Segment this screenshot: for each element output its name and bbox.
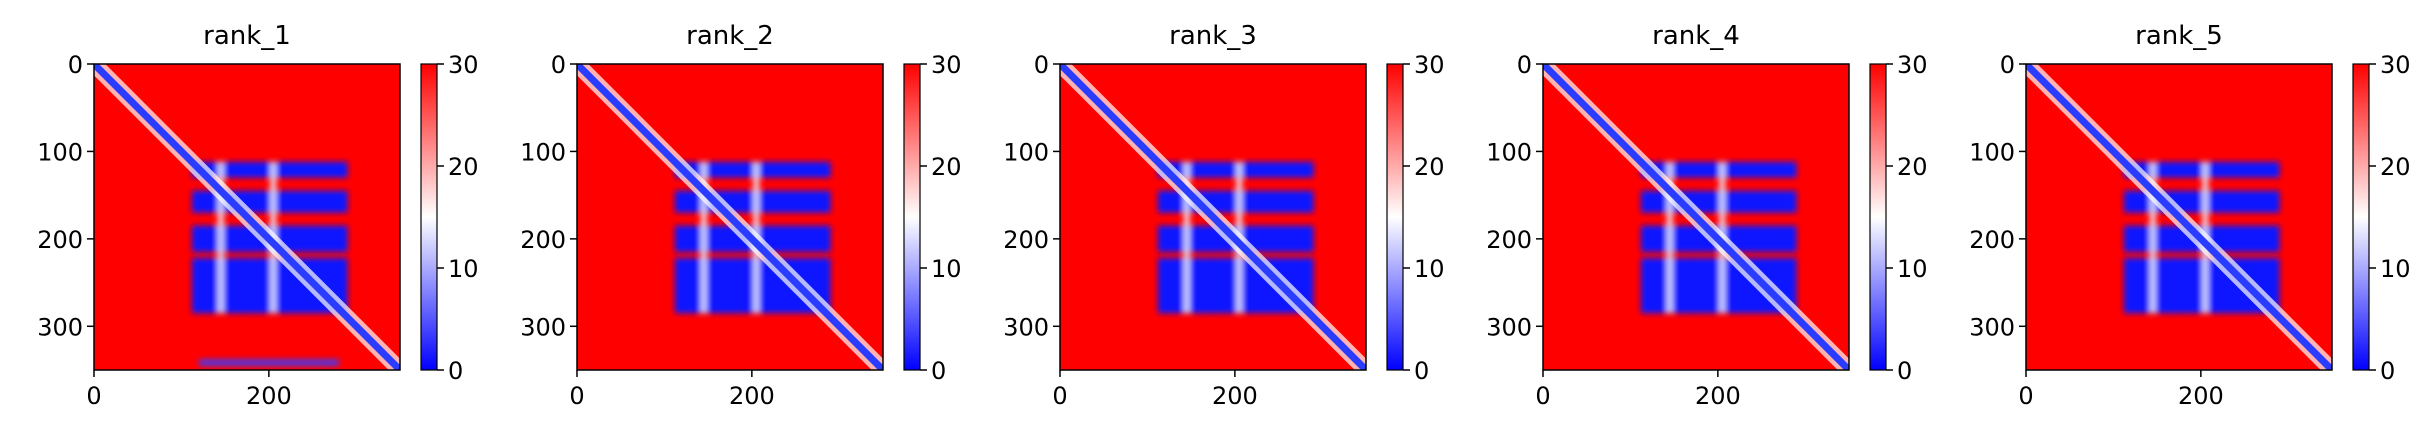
- panel-title: rank_2: [686, 21, 774, 51]
- y-tick-label: 200: [1486, 226, 1532, 254]
- panel-rank_2: rank_2 0 100 200 300 0 200 0 10 20 30: [520, 21, 961, 410]
- heatmap-image: [94, 64, 400, 370]
- x-tick-label: 200: [1212, 382, 1258, 410]
- colorbar: [1386, 63, 1404, 371]
- panel-rank_4: rank_4 0 100 200 300 0 200 0 10 20 30: [1486, 21, 1927, 410]
- diagonal-band: [2026, 64, 2332, 370]
- x-tick-label: 200: [246, 382, 292, 410]
- low-block: [1208, 161, 1314, 178]
- diagonal-band: [1543, 64, 1849, 370]
- colorbar-tick-label: 0: [1897, 357, 1912, 385]
- block-gap: [1183, 161, 1190, 314]
- low-block: [2174, 161, 2280, 178]
- block-gap: [700, 161, 707, 314]
- diagonal-band: [1060, 64, 1366, 370]
- heatmap-image: [2026, 64, 2332, 370]
- colorbar-tick-label: 30: [448, 51, 479, 79]
- low-block: [2174, 190, 2280, 213]
- y-tick-label: 0: [2000, 51, 2015, 79]
- diagonal-band: [94, 64, 400, 370]
- bottom-strip: [198, 359, 339, 366]
- y-tick-label: 300: [1969, 313, 2015, 341]
- panel-rank_5: rank_5 0 100 200 300 0 200 0 10 20 30: [1969, 21, 2410, 410]
- x-tick-label: 0: [1535, 382, 1550, 410]
- low-block: [1691, 161, 1797, 178]
- y-tick-label: 100: [1486, 138, 1532, 166]
- colorbar-tick-label: 10: [931, 255, 962, 283]
- colorbar-tick-label: 20: [1897, 153, 1928, 181]
- y-tick-label: 300: [1003, 313, 1049, 341]
- colorbar-tick-label: 10: [448, 255, 479, 283]
- y-tick-label: 100: [520, 138, 566, 166]
- low-block: [242, 190, 348, 213]
- colorbar-tick-label: 0: [931, 357, 946, 385]
- y-tick-label: 200: [37, 226, 83, 254]
- low-block: [242, 161, 348, 178]
- panel-rank_3: rank_3 0 100 200 300 0 200 0 10 20 30: [1003, 21, 1444, 410]
- colorbar-tick-label: 20: [2380, 153, 2411, 181]
- y-tick-label: 300: [1486, 313, 1532, 341]
- panel-title: rank_1: [203, 21, 291, 51]
- low-block: [725, 190, 831, 213]
- x-tick-label: 0: [2018, 382, 2033, 410]
- heatmap-image: [1543, 64, 1849, 370]
- colorbar-tick-label: 30: [931, 51, 962, 79]
- y-tick-label: 100: [1969, 138, 2015, 166]
- colorbar-tick-label: 20: [448, 153, 479, 181]
- x-tick-label: 0: [569, 382, 584, 410]
- panel-title: rank_3: [1169, 21, 1257, 51]
- x-tick-label: 200: [2178, 382, 2224, 410]
- y-tick-label: 0: [1517, 51, 1532, 79]
- block-gap: [2149, 161, 2156, 314]
- y-tick-label: 200: [1003, 226, 1049, 254]
- axes-frame: [2025, 63, 2333, 371]
- colorbar-tick-label: 20: [931, 153, 962, 181]
- y-tick-label: 0: [1034, 51, 1049, 79]
- colorbar: [903, 63, 921, 371]
- colorbar-tick-label: 30: [1897, 51, 1928, 79]
- diagonal-band: [577, 64, 883, 370]
- low-blocks: [1157, 161, 1314, 314]
- colorbar-tick-label: 30: [1414, 51, 1445, 79]
- block-gap: [1666, 161, 1673, 314]
- colorbar-tick-label: 0: [2380, 357, 2395, 385]
- y-tick-label: 200: [520, 226, 566, 254]
- axes-frame: [93, 63, 401, 371]
- axes-frame: [576, 63, 884, 371]
- heatmap-image: [577, 64, 883, 370]
- low-block: [1691, 190, 1797, 213]
- y-tick-label: 300: [520, 313, 566, 341]
- axes-frame: [1059, 63, 1367, 371]
- colorbar-tick-label: 10: [1414, 255, 1445, 283]
- y-tick-label: 0: [551, 51, 566, 79]
- x-tick-label: 200: [1695, 382, 1741, 410]
- panel-title: rank_4: [1652, 21, 1740, 51]
- colorbar: [2352, 63, 2370, 371]
- colorbar-tick-label: 0: [448, 357, 463, 385]
- y-tick-label: 100: [37, 138, 83, 166]
- axes-frame: [1542, 63, 1850, 371]
- y-tick-label: 0: [68, 51, 83, 79]
- colorbar-tick-label: 20: [1414, 153, 1445, 181]
- colorbar-tick-label: 30: [2380, 51, 2411, 79]
- x-tick-label: 200: [729, 382, 775, 410]
- low-block: [725, 161, 831, 178]
- y-tick-label: 200: [1969, 226, 2015, 254]
- panel-rank_1: rank_1 0 100 200 300 0 200 0 10 20 30: [37, 21, 478, 410]
- low-block: [1208, 190, 1314, 213]
- y-tick-label: 300: [37, 313, 83, 341]
- colorbar: [1869, 63, 1887, 371]
- x-tick-label: 0: [1052, 382, 1067, 410]
- panel-title: rank_5: [2135, 21, 2223, 51]
- x-tick-label: 0: [86, 382, 101, 410]
- colorbar: [420, 63, 438, 371]
- colorbar-tick-label: 10: [2380, 255, 2411, 283]
- colorbar-tick-label: 10: [1897, 255, 1928, 283]
- y-tick-label: 100: [1003, 138, 1049, 166]
- heatmap-image: [1060, 64, 1366, 370]
- block-gap: [217, 161, 224, 314]
- colorbar-tick-label: 0: [1414, 357, 1429, 385]
